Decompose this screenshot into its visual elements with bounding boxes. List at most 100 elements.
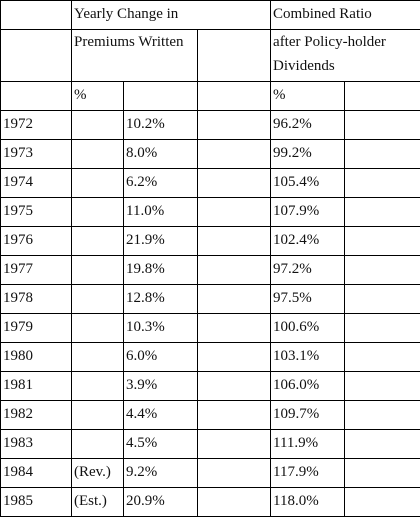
blank-cell (196, 313, 272, 343)
blank-cell (196, 284, 272, 314)
premiums-cell: 20.9% (123, 487, 198, 517)
ratio-cell: 103.1% (270, 342, 346, 372)
table-row: 1982 4.4% 109.7% (0, 400, 420, 430)
blank-cell (344, 168, 420, 198)
blank-cell (344, 226, 420, 256)
blank-cell (0, 29, 72, 82)
table-row: 1976 21.9% 102.4% (0, 226, 420, 256)
ratio-cell: 109.7% (270, 400, 346, 430)
header-row-3: % % (0, 81, 420, 111)
blank-cell (344, 342, 420, 372)
blank-cell (196, 197, 272, 227)
ratio-cell: 96.2% (270, 110, 346, 140)
ratio-cell: 118.0% (270, 487, 346, 517)
note-cell (71, 342, 124, 372)
table-row: 1983 4.5% 111.9% (0, 429, 420, 459)
table-row: 1974 6.2% 105.4% (0, 168, 420, 198)
year-cell: 1974 (0, 168, 72, 198)
year-cell: 1982 (0, 400, 72, 430)
ratio-unit: % (270, 81, 346, 111)
year-cell: 1979 (0, 313, 72, 343)
blank-cell (196, 226, 272, 256)
ratio-cell: 117.9% (270, 458, 346, 488)
header-row-1: Yearly Change in Combined Ratio (0, 0, 420, 30)
yearly-change-header: Yearly Change in (70, 0, 272, 30)
note-cell: (Rev.) (71, 458, 124, 488)
table-row: 1981 3.9% 106.0% (0, 371, 420, 401)
note-cell (71, 371, 124, 401)
note-cell (71, 255, 124, 285)
premiums-cell: 4.4% (123, 400, 198, 430)
blank-cell (344, 284, 420, 314)
ratio-cell: 97.5% (270, 284, 346, 314)
blank-cell (196, 429, 272, 459)
ratio-cell: 97.2% (270, 255, 346, 285)
premiums-written-header: Premiums Written (71, 29, 198, 82)
blank-cell (196, 371, 272, 401)
table-row: 1978 12.8% 97.5% (0, 284, 420, 314)
blank-cell (196, 110, 272, 140)
note-cell (71, 400, 124, 430)
blank-cell (196, 139, 272, 169)
ratio-cell: 100.6% (270, 313, 346, 343)
table-row: 1977 19.8% 97.2% (0, 255, 420, 285)
year-cell: 1985 (0, 487, 72, 517)
note-cell (71, 139, 124, 169)
note-cell (71, 226, 124, 256)
blank-cell (344, 197, 420, 227)
blank-cell (344, 313, 420, 343)
blank-cell (196, 400, 272, 430)
blank-cell (196, 81, 272, 111)
blank-cell (344, 429, 420, 459)
blank-cell (344, 255, 420, 285)
ratio-cell: 107.9% (270, 197, 346, 227)
year-cell: 1981 (0, 371, 72, 401)
blank-cell (344, 458, 420, 488)
year-cell: 1975 (0, 197, 72, 227)
blank-cell (344, 487, 420, 517)
blank-cell (344, 110, 420, 140)
note-cell (71, 168, 124, 198)
note-cell (71, 284, 124, 314)
premiums-cell: 10.3% (123, 313, 198, 343)
note-cell (71, 110, 124, 140)
premiums-cell: 21.9% (123, 226, 198, 256)
year-cell: 1984 (0, 458, 72, 488)
premiums-cell: 9.2% (123, 458, 198, 488)
table-row: 1984 (Rev.) 9.2% 117.9% (0, 458, 420, 488)
blank-cell (344, 371, 420, 401)
year-cell: 1980 (0, 342, 72, 372)
year-cell: 1977 (0, 255, 72, 285)
blank-cell (344, 81, 420, 111)
blank-cell (196, 487, 272, 517)
year-cell: 1976 (0, 226, 72, 256)
blank-cell (344, 139, 420, 169)
blank-cell (196, 255, 272, 285)
blank-cell (196, 342, 272, 372)
table-row: 1979 10.3% 100.6% (0, 313, 420, 343)
ratio-cell: 111.9% (270, 429, 346, 459)
blank-cell (196, 458, 272, 488)
premiums-cell: 11.0% (123, 197, 198, 227)
ratio-cell: 105.4% (270, 168, 346, 198)
header-row-2: Premiums Written after Policy-holder Div… (0, 29, 420, 82)
premiums-cell: 3.9% (123, 371, 198, 401)
premiums-cell: 10.2% (123, 110, 198, 140)
note-cell (71, 313, 124, 343)
blank-cell (344, 400, 420, 430)
year-cell: 1983 (0, 429, 72, 459)
policyholder-dividends-header: after Policy-holder Dividends (270, 29, 420, 82)
blank-cell (196, 29, 272, 82)
year-cell: 1973 (0, 139, 72, 169)
table-row: 1975 11.0% 107.9% (0, 197, 420, 227)
ratio-cell: 106.0% (270, 371, 346, 401)
table-row: 1980 6.0% 103.1% (0, 342, 420, 372)
ratio-cell: 99.2% (270, 139, 346, 169)
table-row: 1985 (Est.) 20.9% 118.0% (0, 487, 420, 517)
premiums-unit: % (71, 81, 124, 111)
note-cell (71, 197, 124, 227)
premiums-cell: 6.2% (123, 168, 198, 198)
note-cell (71, 429, 124, 459)
premiums-cell: 4.5% (123, 429, 198, 459)
